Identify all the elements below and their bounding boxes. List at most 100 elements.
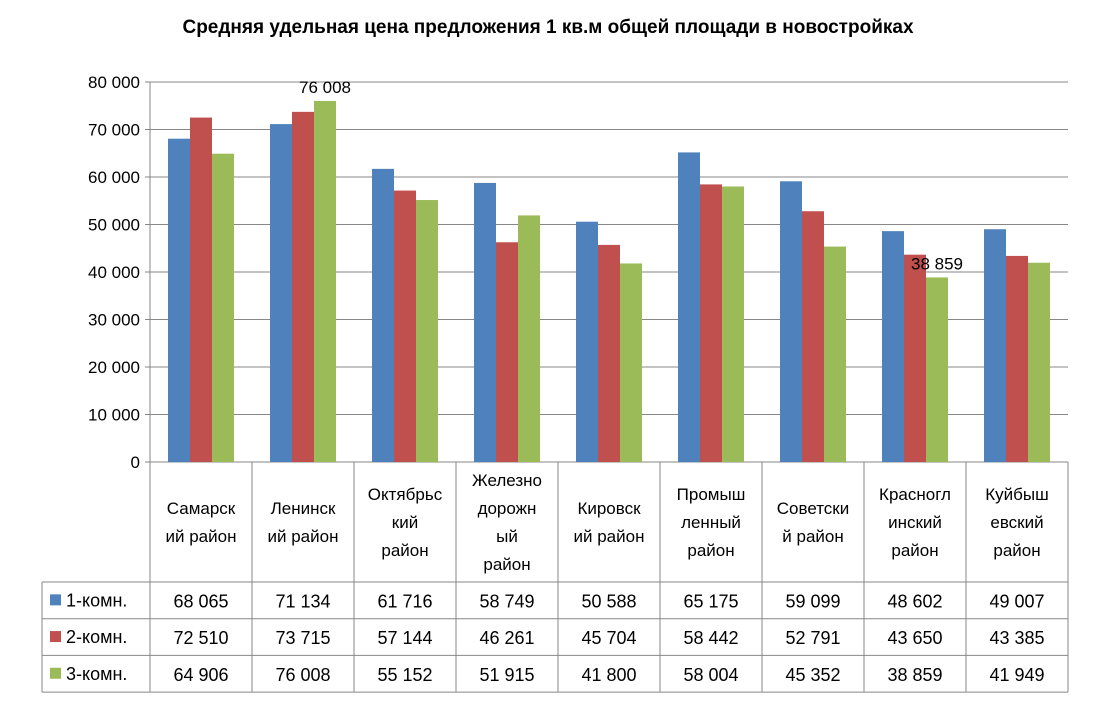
- data-label: 38 859: [911, 254, 963, 273]
- y-axis-ticks: 0 10 000 20 000 30 000 40 000 50 000 60 000 70 …: [88, 73, 140, 472]
- table-cell-value: 65 175: [683, 591, 738, 611]
- bar: [372, 168, 394, 462]
- category-label: Промыш: [677, 485, 746, 504]
- bar: [722, 186, 744, 462]
- category-label: Ленинск: [271, 499, 336, 518]
- y-tick-label: 50 000: [88, 216, 140, 235]
- table-cell-value: 45 352: [785, 665, 840, 685]
- bar: [678, 152, 700, 462]
- category-label: дорожн: [478, 499, 537, 518]
- category-label: ленный: [681, 513, 741, 532]
- category-label: кий: [392, 513, 418, 532]
- bar: [882, 231, 904, 462]
- bar: [780, 181, 802, 462]
- bar: [576, 221, 598, 462]
- table-cell-value: 58 749: [479, 591, 534, 611]
- table-cell-value: 73 715: [275, 628, 330, 648]
- bar: [1006, 255, 1028, 462]
- category-label: Октябрьс: [368, 485, 443, 504]
- category-label: ый: [496, 527, 518, 546]
- table-cell-value: 71 134: [275, 591, 330, 611]
- bar: [700, 184, 722, 462]
- bar: [190, 117, 212, 462]
- legend-swatch: [50, 631, 61, 643]
- bar: [292, 111, 314, 462]
- bar: [984, 229, 1006, 462]
- y-tick-label: 0: [131, 453, 140, 472]
- category-label: Железно: [472, 471, 542, 490]
- table-cell-value: 58 442: [683, 628, 738, 648]
- bar: [824, 246, 846, 462]
- table-cell-value: 45 704: [581, 628, 636, 648]
- category-label: Кировск: [577, 499, 641, 518]
- bar: [620, 263, 642, 462]
- category-label: район: [891, 541, 938, 560]
- legend-series-name: 2-комн.: [66, 627, 127, 647]
- bars: [168, 100, 1050, 463]
- chart-title: Средняя удельная цена предложения 1 кв.м…: [182, 17, 913, 38]
- data-label: 76 008: [299, 78, 351, 97]
- data-labels: 76 008 38 859: [299, 78, 963, 273]
- table-cell-value: 43 650: [887, 628, 942, 648]
- category-label: Красногл: [879, 485, 951, 504]
- table-cell-value: 48 602: [887, 591, 942, 611]
- table-cell-value: 46 261: [479, 628, 534, 648]
- data-table: Самарск ий район Ленинск ий район Октябрьс ки…: [41, 462, 1069, 693]
- y-tick-label: 70 000: [88, 121, 140, 140]
- legend-swatch: [50, 594, 61, 606]
- y-tick-label: 40 000: [88, 263, 140, 282]
- table-cell-value: 41 949: [989, 665, 1044, 685]
- category-label: Советски: [777, 499, 850, 518]
- y-tick-label: 80 000: [88, 73, 140, 92]
- bar: [1028, 262, 1050, 462]
- bar: [474, 182, 496, 462]
- y-tick-label: 20 000: [88, 358, 140, 377]
- y-tick-label: 30 000: [88, 311, 140, 330]
- legend-series-name: 1-комн.: [66, 590, 127, 610]
- table-cell-value: 72 510: [173, 628, 228, 648]
- table-cell-value: 76 008: [275, 665, 330, 685]
- y-tick-label: 60 000: [88, 168, 140, 187]
- table-cell-value: 52 791: [785, 628, 840, 648]
- category-label: ий район: [574, 527, 645, 546]
- category-label: ий район: [166, 527, 237, 546]
- y-tick-label: 10 000: [88, 406, 140, 425]
- table-cell-value: 58 004: [683, 665, 738, 685]
- category-label: район: [483, 555, 530, 574]
- table-cell-value: 64 906: [173, 665, 228, 685]
- bar: [904, 254, 926, 462]
- legend-swatch: [50, 667, 61, 679]
- bar: [598, 244, 620, 462]
- table-cell-value: 38 859: [887, 665, 942, 685]
- category-label: район: [381, 541, 428, 560]
- table-cell-value: 43 385: [989, 628, 1044, 648]
- table-cell-value: 68 065: [173, 591, 228, 611]
- table-cell-value: 57 144: [377, 628, 432, 648]
- bar: [212, 153, 234, 462]
- category-label: инский: [888, 513, 942, 532]
- table-cell-value: 59 099: [785, 591, 840, 611]
- category-label: Самарск: [167, 499, 236, 518]
- table-cell-value: 61 716: [377, 591, 432, 611]
- bar: [314, 100, 336, 462]
- category-label: район: [687, 541, 734, 560]
- bar: [168, 138, 190, 462]
- category-label: евский: [990, 513, 1043, 532]
- table-cell-value: 50 588: [581, 591, 636, 611]
- table-cell-value: 55 152: [377, 665, 432, 685]
- bar: [394, 190, 416, 463]
- bar: [802, 211, 824, 462]
- category-label: район: [993, 541, 1040, 560]
- bar: [496, 242, 518, 462]
- category-label: ий район: [268, 527, 339, 546]
- category-label: й район: [782, 527, 843, 546]
- bar: [518, 215, 540, 462]
- bar: [416, 200, 438, 462]
- category-label: Куйбыш: [985, 485, 1049, 504]
- table-cell-value: 41 800: [581, 665, 636, 685]
- table-cell-value: 51 915: [479, 665, 534, 685]
- legend-series-name: 3-комн.: [66, 664, 127, 684]
- bar: [926, 277, 948, 462]
- table-cell-value: 49 007: [989, 591, 1044, 611]
